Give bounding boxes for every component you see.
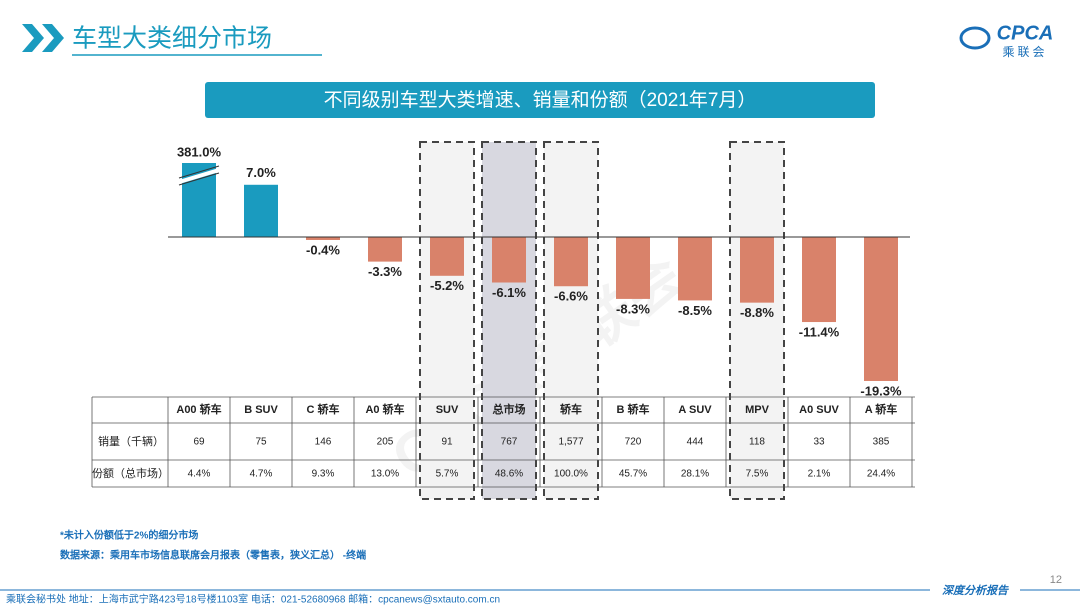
table-cell: 33 xyxy=(813,437,825,448)
table-cell: 24.4% xyxy=(867,469,895,480)
bar xyxy=(368,237,402,262)
table-cell: 48.6% xyxy=(495,469,523,480)
table-cell: 28.1% xyxy=(681,469,709,480)
table-cell: 5.7% xyxy=(436,469,459,480)
table-cell: 13.0% xyxy=(371,469,399,480)
logo-subtext: 乘联会 xyxy=(1002,45,1047,59)
table-cell: 146 xyxy=(315,437,332,448)
bar xyxy=(244,184,278,237)
table-cell: 9.3% xyxy=(312,469,335,480)
table-cell: 45.7% xyxy=(619,469,647,480)
table-cell: 69 xyxy=(193,437,205,448)
table-cell: 75 xyxy=(255,437,267,448)
value-label: -5.2% xyxy=(430,278,464,293)
value-label: -3.3% xyxy=(368,264,402,279)
value-label: 381.0% xyxy=(177,144,222,159)
table-header: B 轿车 xyxy=(617,402,650,416)
header-icon xyxy=(22,24,64,52)
table-header: A SUV xyxy=(678,404,712,416)
table-cell: 720 xyxy=(625,437,642,448)
highlight-box xyxy=(419,141,475,500)
axis-break xyxy=(178,172,220,186)
table-cell: 2.1% xyxy=(808,469,831,480)
table-cell: 118 xyxy=(749,437,765,448)
bar xyxy=(802,237,836,323)
value-label: -19.3% xyxy=(860,383,902,398)
highlight-box xyxy=(543,141,599,500)
table-cell: 7.5% xyxy=(746,469,769,480)
logo-mark xyxy=(959,26,991,50)
page-title: 车型大类细分市场 xyxy=(72,25,272,53)
table-cell: 205 xyxy=(377,437,394,448)
value-label: -6.1% xyxy=(492,285,526,300)
table-cell: 385 xyxy=(873,437,890,448)
bar xyxy=(678,237,712,301)
value-label: -8.5% xyxy=(678,303,712,318)
bar xyxy=(554,237,588,287)
value-label: -0.4% xyxy=(306,242,340,257)
logo-text: CPCA xyxy=(997,22,1054,44)
table-cell: 100.0% xyxy=(554,469,588,480)
axis-break xyxy=(178,165,220,179)
table-cell: 1,577 xyxy=(558,437,583,448)
bar xyxy=(740,237,774,303)
highlight-box xyxy=(729,141,785,500)
bar xyxy=(864,237,898,381)
row-label: 销量（千辆） xyxy=(98,434,164,448)
table-header: B SUV xyxy=(244,404,278,416)
table-cell: 91 xyxy=(441,437,453,448)
bar xyxy=(306,237,340,240)
table-header: C 轿车 xyxy=(307,402,340,416)
value-label: -11.4% xyxy=(799,324,840,339)
page-number: 12 xyxy=(1050,574,1062,586)
table-header: A00 轿车 xyxy=(176,402,221,416)
note: 数据来源：乘用车市场信息联席会月报表（零售表，狭义汇总） -终端 xyxy=(60,549,366,562)
highlight-box xyxy=(481,141,537,500)
table-header: 轿车 xyxy=(560,402,582,416)
axis-break xyxy=(178,168,220,184)
bar xyxy=(430,237,464,276)
bar xyxy=(616,237,650,299)
table-header: SUV xyxy=(436,404,459,416)
footer-report: 深度分析报告 xyxy=(942,584,1009,597)
table-cell: 444 xyxy=(687,437,704,448)
table-header: A0 SUV xyxy=(799,404,839,416)
value-label: -8.3% xyxy=(616,301,650,316)
chart-title-banner xyxy=(205,82,875,118)
chart-title: 不同级别车型大类增速、销量和份额（2021年7月） xyxy=(324,89,757,111)
bar xyxy=(492,237,526,283)
table-header: 总市场 xyxy=(493,402,526,416)
table-cell: 767 xyxy=(501,437,518,448)
table-header: MPV xyxy=(745,404,770,416)
footer-contact: 乘联会秘书处 地址：上海市武宁路423号18号楼1103室 电话：021-526… xyxy=(6,593,500,606)
value-label: -6.6% xyxy=(554,289,588,304)
table-cell: 4.4% xyxy=(188,469,211,480)
table-cell: 4.7% xyxy=(250,469,273,480)
row-label: 份额（总市场） xyxy=(92,466,169,480)
table-header: A0 轿车 xyxy=(365,402,404,416)
table-header: A 轿车 xyxy=(865,402,898,416)
note: *未计入份额低于2%的细分市场 xyxy=(60,529,198,542)
value-label: 7.0% xyxy=(246,165,276,180)
value-label: -8.8% xyxy=(740,305,774,320)
